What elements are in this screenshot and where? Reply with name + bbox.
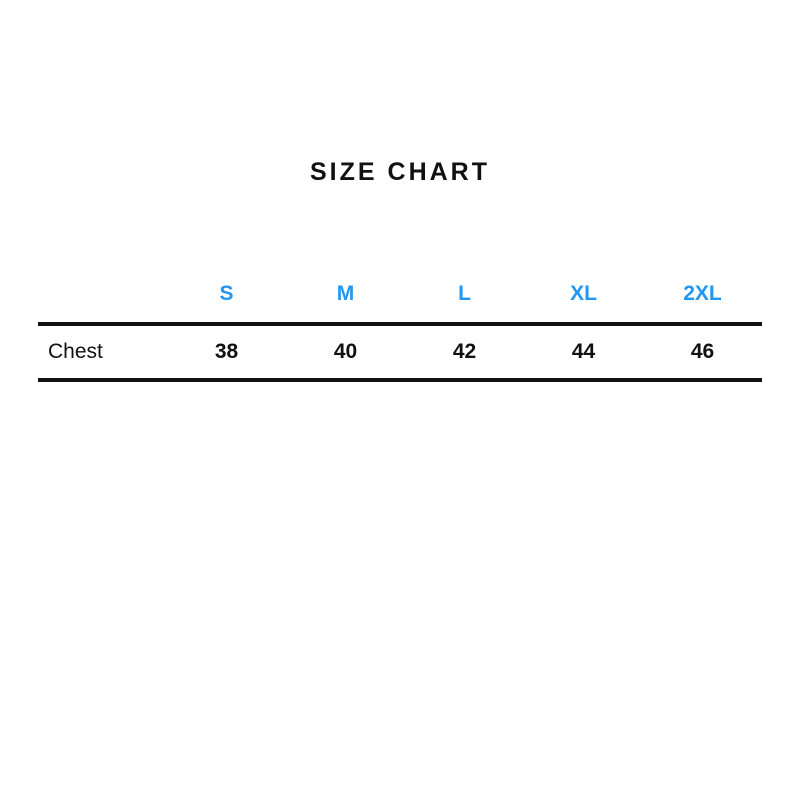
header-cell-size-m: M (336, 282, 355, 305)
header-cell-empty (38, 281, 167, 322)
header-cell-size-s: S (219, 282, 234, 305)
header-cell-size-xl: XL (570, 282, 597, 305)
header-cell-size-l: L (458, 282, 471, 305)
chest-value-2xl: 46 (690, 340, 715, 363)
size-table-header-row: S M L XL 2XL (38, 281, 762, 322)
page-title: SIZE CHART (310, 158, 490, 186)
chest-value-s: 38 (214, 340, 239, 363)
chest-value-xl: 44 (571, 340, 596, 363)
chest-value-m: 40 (333, 340, 358, 363)
size-table-chest-row: Chest 38 40 42 44 46 (38, 322, 762, 382)
chest-value-l: 42 (452, 340, 477, 363)
size-table: S M L XL 2XL Chest 38 40 42 44 46 (38, 281, 762, 382)
header-cell-size-2xl: 2XL (683, 282, 722, 305)
row-label-chest: Chest (48, 340, 103, 363)
